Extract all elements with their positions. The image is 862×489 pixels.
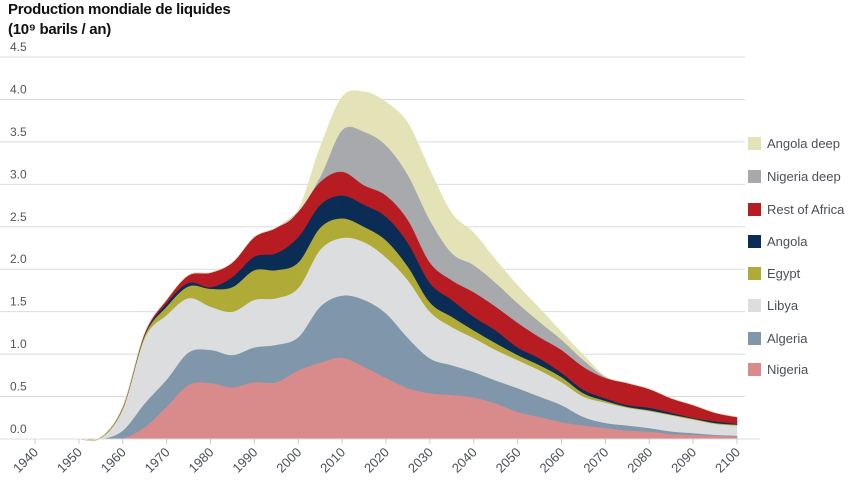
legend-label: Egypt [767,265,801,281]
x-tick-label: 2030 [405,445,436,476]
chart-title-line1: Production mondiale de liquides [8,1,231,18]
chart-title-line2: (10⁹ barils / an) [8,21,111,38]
legend-item: Angola deep [748,135,840,151]
x-tick-label: 1960 [98,445,129,476]
y-tick-label: 4.5 [10,40,27,54]
area-angola-deep [78,90,738,441]
legend-item: Egypt [748,265,800,281]
legend-label: Nigeria deep [767,168,841,184]
legend-swatch [748,266,761,280]
x-tick-label: 1980 [186,445,217,476]
legend-swatch [748,136,761,150]
x-tick-label: 2020 [361,445,392,476]
legend-swatch [748,234,761,248]
legend-item: Algeria [748,330,807,346]
y-tick-label: 3.0 [10,167,27,181]
x-tick-label: 2080 [624,445,655,476]
x-tick-label: 2040 [449,445,480,476]
x-tick-label: 2000 [273,445,304,476]
x-tick-label: 1990 [229,445,260,476]
y-tick-label: 4.0 [10,82,27,96]
x-tick-label: 1940 [10,445,41,476]
legend-swatch [748,331,761,345]
legend-item: Nigeria deep [748,168,841,184]
x-tick-label: 1970 [142,445,173,476]
legend-swatch [748,362,761,376]
chart-title: Production mondiale de liquides (10⁹ bar… [8,0,231,40]
legend-label: Rest of Africa [767,201,845,217]
legend-item: Angola [748,233,807,249]
x-tick-label: 2060 [537,445,568,476]
y-tick-label: 0.5 [10,380,27,394]
legend-swatch [748,169,761,183]
legend-item: Libya [748,297,798,313]
y-tick-label: 3.5 [10,125,27,139]
y-tick-label: 1.5 [10,295,27,309]
legend-label: Nigeria [767,361,809,377]
x-tick-label: 2070 [580,445,611,476]
legend-swatch [748,202,761,216]
x-tick-label: 2050 [493,445,524,476]
x-tick-label: 2100 [712,445,743,476]
legend-item: Rest of Africa [748,201,844,217]
legend-item: Nigeria [748,361,808,377]
y-tick-label: 2.0 [10,252,27,266]
legend-label: Libya [767,297,799,313]
y-tick-label: 1.0 [10,337,27,351]
legend-label: Angola [767,233,808,249]
x-tick-label: 1950 [54,445,85,476]
x-tick-label: 2090 [668,445,699,476]
x-tick-label: 2010 [317,445,348,476]
y-tick-label: 0.0 [10,422,27,436]
legend-label: Algeria [767,330,808,346]
y-tick-label: 2.5 [10,210,27,224]
legend-label: Angola deep [767,135,841,151]
legend-swatch [748,298,761,312]
